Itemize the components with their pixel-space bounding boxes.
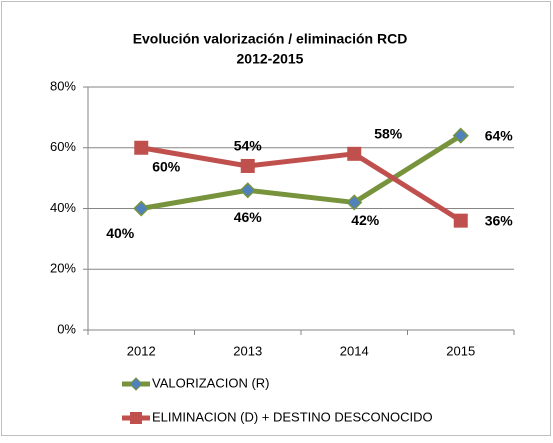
marker [240, 158, 255, 173]
data-label: 60% [152, 158, 181, 174]
y-tick-label: 80% [50, 78, 76, 93]
legend-label: VALORIZACION (R) [152, 375, 270, 390]
y-tick-label: 40% [50, 200, 76, 215]
legend-marker [129, 377, 143, 391]
marker [239, 182, 256, 199]
marker [452, 127, 469, 144]
data-label: 42% [351, 212, 380, 228]
x-tick-label: 2015 [446, 343, 475, 358]
marker [453, 213, 468, 228]
data-label: 64% [485, 127, 514, 143]
chart-title: Evolución valorización / eliminación RCD [133, 31, 408, 47]
chart-subtitle: 2012-2015 [237, 51, 304, 67]
marker [346, 194, 363, 211]
data-label: 36% [485, 212, 514, 228]
x-tick-label: 2013 [233, 343, 262, 358]
series-line [140, 145, 463, 223]
legend-marker [130, 412, 142, 424]
y-tick-label: 0% [57, 321, 76, 336]
y-tick-label: 60% [50, 139, 76, 154]
series-line [140, 133, 463, 211]
marker [134, 140, 149, 155]
data-label: 46% [234, 209, 263, 225]
data-label: 40% [106, 225, 135, 241]
y-tick-label: 20% [50, 261, 76, 276]
marker [133, 200, 150, 217]
legend-label: ELIMINACION (D) + DESTINO DESCONOCIDO [152, 409, 433, 424]
marker [347, 146, 362, 161]
data-label: 54% [234, 138, 263, 154]
x-tick-label: 2012 [127, 343, 156, 358]
x-tick-label: 2014 [340, 343, 369, 358]
data-label: 58% [374, 126, 403, 142]
